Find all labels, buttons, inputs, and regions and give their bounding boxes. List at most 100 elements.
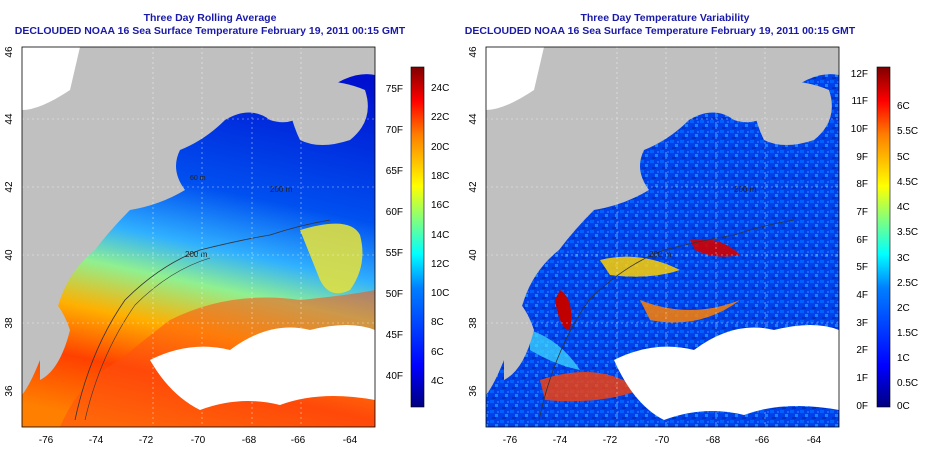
cbar-label: 2C [897, 303, 910, 314]
right-colorbar [876, 66, 891, 408]
cbar-label: 1F [856, 373, 868, 384]
cbar-label: 75F [386, 84, 403, 95]
lat-tick: 42 [468, 181, 479, 193]
cbar-label: 6C [431, 347, 444, 358]
left-colorbar-f-labels: 75F 70F 65F 60F 55F 50F 45F 40F [386, 84, 403, 382]
cbar-label: 70F [386, 125, 403, 136]
left-lat-axis: 46 44 42 40 38 36 [4, 46, 15, 397]
lon-tick: -70 [191, 435, 206, 446]
cbar-label: 18C [431, 171, 449, 182]
lat-tick: 40 [468, 249, 479, 261]
lon-tick: -74 [553, 435, 568, 446]
right-contour-label: 200 m [649, 250, 672, 259]
cbar-label: 6C [897, 101, 910, 112]
cbar-label: 5C [897, 152, 910, 163]
lon-tick: -64 [807, 435, 822, 446]
right-colorbar-f-labels: 12F 11F 10F 9F 8F 7F 6F 5F 4F 3F 2F 1F 0… [851, 69, 868, 412]
right-hotspot [555, 290, 572, 330]
right-map: 200 m 200 m [485, 46, 840, 428]
cbar-label: 14C [431, 230, 449, 241]
left-land [22, 47, 375, 395]
lon-tick: -66 [291, 435, 306, 446]
right-lon-axis: -76 -74 -72 -70 -68 -66 -64 [503, 435, 822, 446]
lat-tick: 36 [468, 385, 479, 397]
cbar-label: 1C [897, 353, 910, 364]
right-clouds [614, 325, 839, 420]
cbar-label: 5F [856, 262, 868, 273]
lat-tick: 46 [468, 46, 479, 58]
cbar-label: 1.5C [897, 328, 918, 339]
left-contour-label: 200 m [185, 250, 208, 259]
cbar-label: 12C [431, 259, 449, 270]
cbar-label: 60F [386, 207, 403, 218]
cbar-label: 55F [386, 248, 403, 259]
cbar-label: 10F [851, 124, 868, 135]
lat-tick: 42 [4, 181, 15, 193]
cbar-label: 50F [386, 289, 403, 300]
cbar-label: 6F [856, 235, 868, 246]
cbar-label: 4C [897, 202, 910, 213]
cbar-label: 24C [431, 83, 449, 94]
lat-tick: 44 [4, 113, 15, 125]
lon-tick: -68 [706, 435, 721, 446]
right-nova-scotia [749, 81, 832, 145]
right-land [486, 47, 839, 395]
lon-tick: -68 [242, 435, 257, 446]
cbar-label: 11F [852, 96, 869, 107]
left-map: 200 m 200 m [21, 46, 376, 428]
right-colorbar-c-labels: 6C 5.5C 5C 4.5C 4C 3.5C 3C 2.5C 2C 1.5C … [897, 101, 918, 412]
right-frame [485, 46, 840, 428]
lat-tick: 44 [468, 113, 479, 125]
left-title-line2: DECLOUDED NOAA 16 Sea Surface Temperatur… [14, 25, 406, 37]
right-contour-label-2: 200 m [734, 185, 757, 194]
cbar-label: 2.5C [897, 278, 918, 289]
left-contour-label-2: 200 m [270, 185, 293, 194]
lon-tick: -64 [343, 435, 358, 446]
cbar-label: 4C [431, 376, 444, 387]
right-grid [486, 47, 839, 427]
left-colorbar [410, 66, 425, 408]
cbar-label: 8C [431, 317, 444, 328]
cbar-label: 8F [856, 179, 868, 190]
cbar-label: 3.5C [897, 227, 918, 238]
left-warm-eddy [300, 223, 363, 294]
left-frame [21, 46, 376, 428]
right-title-line2: DECLOUDED NOAA 16 Sea Surface Temperatur… [464, 25, 856, 37]
cbar-label: 4F [856, 290, 868, 301]
cbar-label: 9F [856, 152, 868, 163]
lat-tick: 38 [468, 317, 479, 329]
lat-tick: 36 [4, 385, 15, 397]
lon-tick: -70 [655, 435, 670, 446]
right-lat-axis: 46 44 42 40 38 36 [468, 46, 479, 397]
lat-tick: 38 [4, 317, 15, 329]
cbar-label: 3F [856, 318, 868, 329]
lon-tick: -72 [139, 435, 154, 446]
cbar-label: 45F [386, 330, 403, 341]
cbar-label: 65F [386, 166, 403, 177]
cbar-label: 40F [386, 371, 403, 382]
cbar-label: 0.5C [897, 378, 918, 389]
left-title-line1: Three Day Rolling Average [143, 12, 277, 24]
cbar-label: 4.5C [897, 177, 918, 188]
lon-tick: -74 [89, 435, 104, 446]
right-title-line1: Three Day Temperature Variability [580, 12, 750, 24]
lon-tick: -72 [603, 435, 618, 446]
cbar-label: 12F [851, 69, 868, 80]
lon-tick: -76 [39, 435, 54, 446]
cbar-label: 10C [431, 288, 449, 299]
lat-tick: 46 [4, 46, 15, 58]
cbar-label: 20C [431, 142, 449, 153]
left-colorbar-c-labels: 24C 22C 20C 18C 16C 14C 12C 10C 8C 6C 4C [431, 83, 449, 387]
cbar-label: 5.5C [897, 126, 918, 137]
lon-tick: -76 [503, 435, 518, 446]
lat-tick: 40 [4, 249, 15, 261]
cbar-label: 0C [897, 401, 910, 412]
cbar-label: 7F [856, 207, 868, 218]
cbar-label: 3C [897, 253, 910, 264]
cbar-label: 16C [431, 200, 449, 211]
left-contour-label-60m: 60 m [190, 175, 206, 182]
left-clouds [150, 325, 375, 410]
left-nova-scotia [285, 81, 368, 145]
left-grid [22, 47, 375, 427]
